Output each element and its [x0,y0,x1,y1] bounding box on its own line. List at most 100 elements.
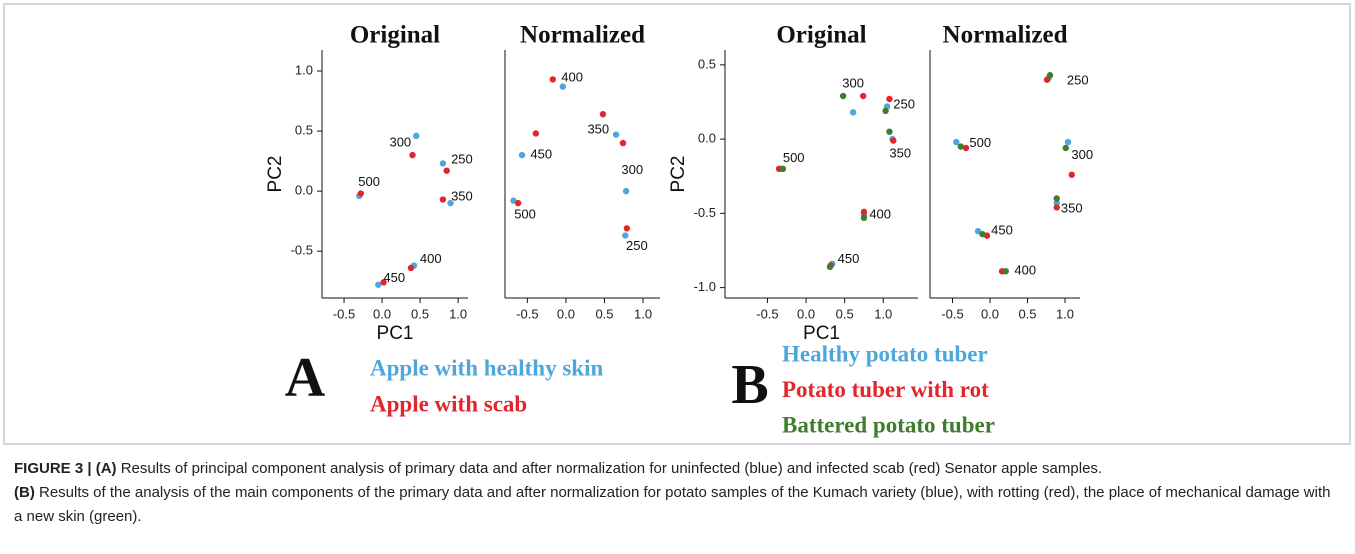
point-annotation: 300 [621,162,643,177]
point [518,151,526,159]
point [380,279,387,286]
caption-b-label: (B) [14,484,35,501]
point-annotation: 350 [587,121,609,136]
x-axis-label: PC1 [377,323,414,344]
point [439,160,447,167]
caption-label: FIGURE 3 | [14,460,92,477]
point-annotation: 450 [991,223,1013,238]
x-tick-label: 0.0 [373,306,391,321]
y-tick-label: 0.5 [698,56,716,71]
point-annotation: 400 [869,206,891,221]
point [447,199,454,207]
point-annotation: 500 [514,207,536,222]
point-annotation: 500 [783,150,805,165]
x-tick-label: 1.0 [634,306,652,321]
x-tick-label: 1.0 [449,306,467,321]
y-tick-label: 0.5 [295,123,313,138]
point [549,76,557,83]
panel-letter: A [285,347,326,409]
x-tick-label: -0.5 [516,306,538,321]
y-tick-label: -0.5 [291,243,313,258]
y-tick-label: 1.0 [295,62,313,77]
figure-border [3,3,1351,445]
point [622,187,630,195]
point [409,151,416,159]
point-annotation: 250 [451,151,473,166]
point [1064,138,1072,146]
point-annotation: 500 [358,174,380,189]
point-annotation: 300 [842,76,864,91]
panel-title: Original [350,22,440,49]
y-axis-label: PC2 [668,156,689,193]
point [839,92,847,100]
panel-title: Normalized [943,22,1068,49]
caption-a-label: (A) [95,460,117,477]
point-annotation: 400 [420,251,442,266]
point [1002,268,1009,275]
point-annotation: 350 [1061,200,1083,215]
y-tick-label: -0.5 [694,205,716,220]
point-annotation: 500 [969,135,991,150]
y-tick-label: 0.0 [698,131,716,146]
x-axis-label: PC1 [803,323,840,344]
point [514,199,522,207]
panel-title: Normalized [520,22,645,49]
legend-entry: Battered potato tuber [782,412,995,437]
point [619,139,627,147]
point [1053,195,1060,202]
point [375,281,382,288]
point [623,225,631,232]
legend-entry: Healthy potato tuber [782,341,988,366]
point [559,83,567,90]
point [953,138,960,146]
point [826,263,834,271]
point [599,111,607,118]
point [974,227,982,235]
point-annotation: 300 [1071,147,1093,162]
point [882,107,889,115]
figure: Original -0.5 0.0 0.5 1.0 -0.5 0.0 0.5 1.0 PC1 PC2… [3,3,1351,445]
point [849,109,857,116]
point [1062,144,1069,152]
caption-b-line: (B) Results of the analysis of the main … [14,481,1339,529]
point [1046,72,1054,79]
point [532,130,540,137]
point [439,196,447,203]
legend-entry: Apple with healthy skin [370,355,603,380]
point-annotation: 400 [561,70,583,85]
panel-title: Original [776,22,866,49]
y-axis-label: PC2 [265,156,286,193]
x-tick-label: -0.5 [941,306,963,321]
point-annotation: 450 [530,147,552,162]
x-tick-label: 0.0 [981,306,999,321]
point [860,208,868,216]
x-tick-label: 0.0 [557,306,575,321]
caption-b: Results of the analysis of the main comp… [14,484,1331,525]
legend-entry: Potato tuber with rot [782,377,989,402]
point [860,214,868,222]
point-annotation: 250 [893,96,915,111]
point-annotation: 350 [889,145,911,160]
point [957,143,964,150]
point [1068,171,1075,178]
x-tick-label: 0.5 [595,306,613,321]
caption: FIGURE 3 | (A) Results of principal comp… [14,457,1339,529]
point-annotation: 350 [451,189,473,204]
point-annotation: 250 [626,238,648,253]
point [979,230,986,238]
point-annotation: 450 [383,270,405,285]
x-tick-label: 0.5 [411,306,429,321]
y-tick-label: 0.0 [295,183,313,198]
point [886,95,893,103]
y-tick-label: -1.0 [694,279,716,294]
point [890,137,897,144]
point [443,167,450,174]
point [622,232,629,239]
point-annotation: 250 [1067,73,1089,88]
point-annotation: 450 [838,251,860,266]
point [1053,204,1060,211]
point [859,92,867,100]
x-tick-label: -0.5 [756,306,778,321]
x-tick-label: 1.0 [1056,306,1074,321]
